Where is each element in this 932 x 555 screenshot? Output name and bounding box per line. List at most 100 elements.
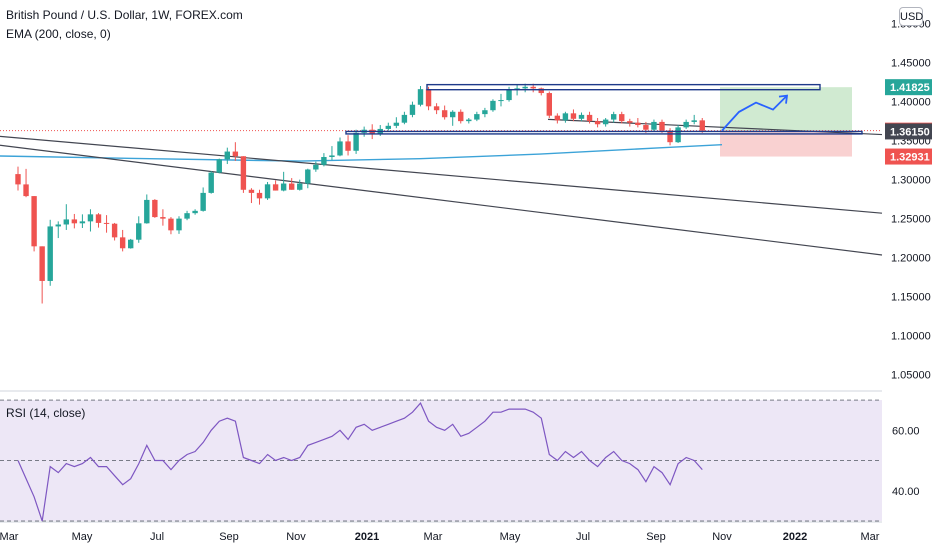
candle-body: [128, 239, 134, 249]
candle-body: [55, 224, 61, 227]
candle-body: [103, 222, 110, 224]
candle-body: [458, 111, 464, 122]
candle-body: [160, 217, 166, 219]
projection-arrowhead: [778, 94, 789, 104]
price-tick-label: 1.25000: [891, 213, 931, 225]
candle-body: [297, 183, 303, 190]
candle-body: [136, 223, 142, 240]
candle-body: [272, 184, 279, 191]
candle-body: [39, 246, 45, 281]
price-tick-label: 1.40000: [891, 96, 931, 108]
candle-body: [401, 114, 408, 123]
candle-body: [313, 164, 319, 170]
candle-body: [425, 89, 432, 107]
candle-body: [337, 141, 343, 156]
price-tick-label: 1.45000: [891, 57, 931, 69]
candle-body: [280, 183, 287, 191]
candle-body: [329, 155, 335, 158]
candle-body: [699, 120, 705, 131]
rsi-legend[interactable]: RSI (14, close): [6, 406, 86, 420]
candle-body: [15, 174, 21, 185]
candle-body: [305, 169, 311, 184]
candle-body: [643, 125, 649, 130]
ema-legend[interactable]: EMA (200, close, 0): [6, 27, 111, 41]
price-label-text: 1.36150: [890, 126, 930, 138]
stop-zone: [720, 130, 852, 157]
candle-body: [482, 110, 488, 115]
candle-body: [256, 192, 263, 199]
time-tick-label: 2022: [783, 531, 807, 543]
candle-body: [152, 199, 158, 218]
candle-body: [224, 151, 230, 160]
price-label-box: [885, 79, 932, 96]
price-tick-label: 1.15000: [891, 291, 931, 303]
candle-body: [651, 121, 657, 130]
price-tick-label: 1.05000: [891, 369, 931, 381]
candle-body: [522, 86, 528, 89]
time-tick-label: Nov: [286, 531, 306, 543]
candle-body: [176, 218, 182, 231]
candle-body: [87, 214, 94, 222]
candle-body: [530, 86, 536, 89]
candle-body: [546, 93, 552, 116]
price-tick-label: 1.30000: [891, 174, 931, 186]
currency-button[interactable]: USD: [899, 7, 923, 26]
candle-body: [602, 119, 609, 125]
target-zone: [720, 87, 852, 131]
candle-body: [635, 122, 641, 126]
candle-body: [675, 127, 681, 143]
symbol-legend[interactable]: British Pound / U.S. Dollar, 1W, FOREX.c…: [6, 8, 243, 22]
candle-body: [192, 210, 198, 214]
trendline: [0, 135, 883, 214]
candle-body: [200, 192, 206, 211]
price-label-box: [885, 148, 932, 165]
candle-body: [667, 130, 673, 143]
candle-body: [345, 141, 351, 151]
time-tick-label: May: [500, 531, 521, 543]
candle-body: [184, 213, 190, 219]
candle-body: [450, 111, 456, 118]
time-tick-label: Sep: [646, 531, 666, 543]
candle-body: [627, 121, 633, 123]
candle-body: [248, 189, 255, 193]
price-label-text: 1.32931: [890, 152, 930, 164]
time-tick-label: Mar: [0, 531, 19, 543]
candle-body: [31, 196, 37, 247]
candle-body: [659, 121, 665, 131]
candle-body: [619, 114, 625, 122]
candle-body: [554, 115, 561, 121]
time-tick-label: May: [72, 531, 93, 543]
candle-body: [232, 151, 239, 157]
price-label-text: 1.41825: [890, 82, 930, 94]
time-tick-label: Jul: [576, 531, 590, 543]
candle-body: [594, 121, 601, 125]
time-tick-label: Jul: [150, 531, 164, 543]
candle-body: [63, 219, 69, 225]
candle-body: [570, 113, 577, 119]
candle-body: [95, 214, 102, 223]
candle-body: [289, 183, 295, 190]
support-box: [345, 130, 863, 135]
price-tick-label: 1.10000: [891, 330, 931, 342]
projection-path: [721, 94, 788, 132]
candle-body: [490, 100, 496, 111]
candle-body: [353, 132, 359, 151]
candle-body: [611, 114, 617, 120]
ema-200-line: [0, 144, 723, 162]
price-tick-label: 1.20000: [891, 252, 931, 264]
candle-body: [321, 157, 327, 165]
candle-body: [466, 119, 472, 122]
rsi-tick-label: 60.00: [892, 425, 920, 437]
time-tick-label: 2021: [355, 531, 379, 543]
candle-body: [264, 184, 271, 199]
candle-body: [586, 114, 593, 122]
candle-body: [409, 104, 416, 115]
rsi-tick-label: 40.00: [892, 486, 920, 498]
candle-body: [144, 199, 150, 224]
time-tick-label: Mar: [861, 531, 880, 543]
candle-body: [562, 113, 569, 121]
candle-body: [474, 114, 480, 120]
candle-body: [506, 89, 512, 101]
